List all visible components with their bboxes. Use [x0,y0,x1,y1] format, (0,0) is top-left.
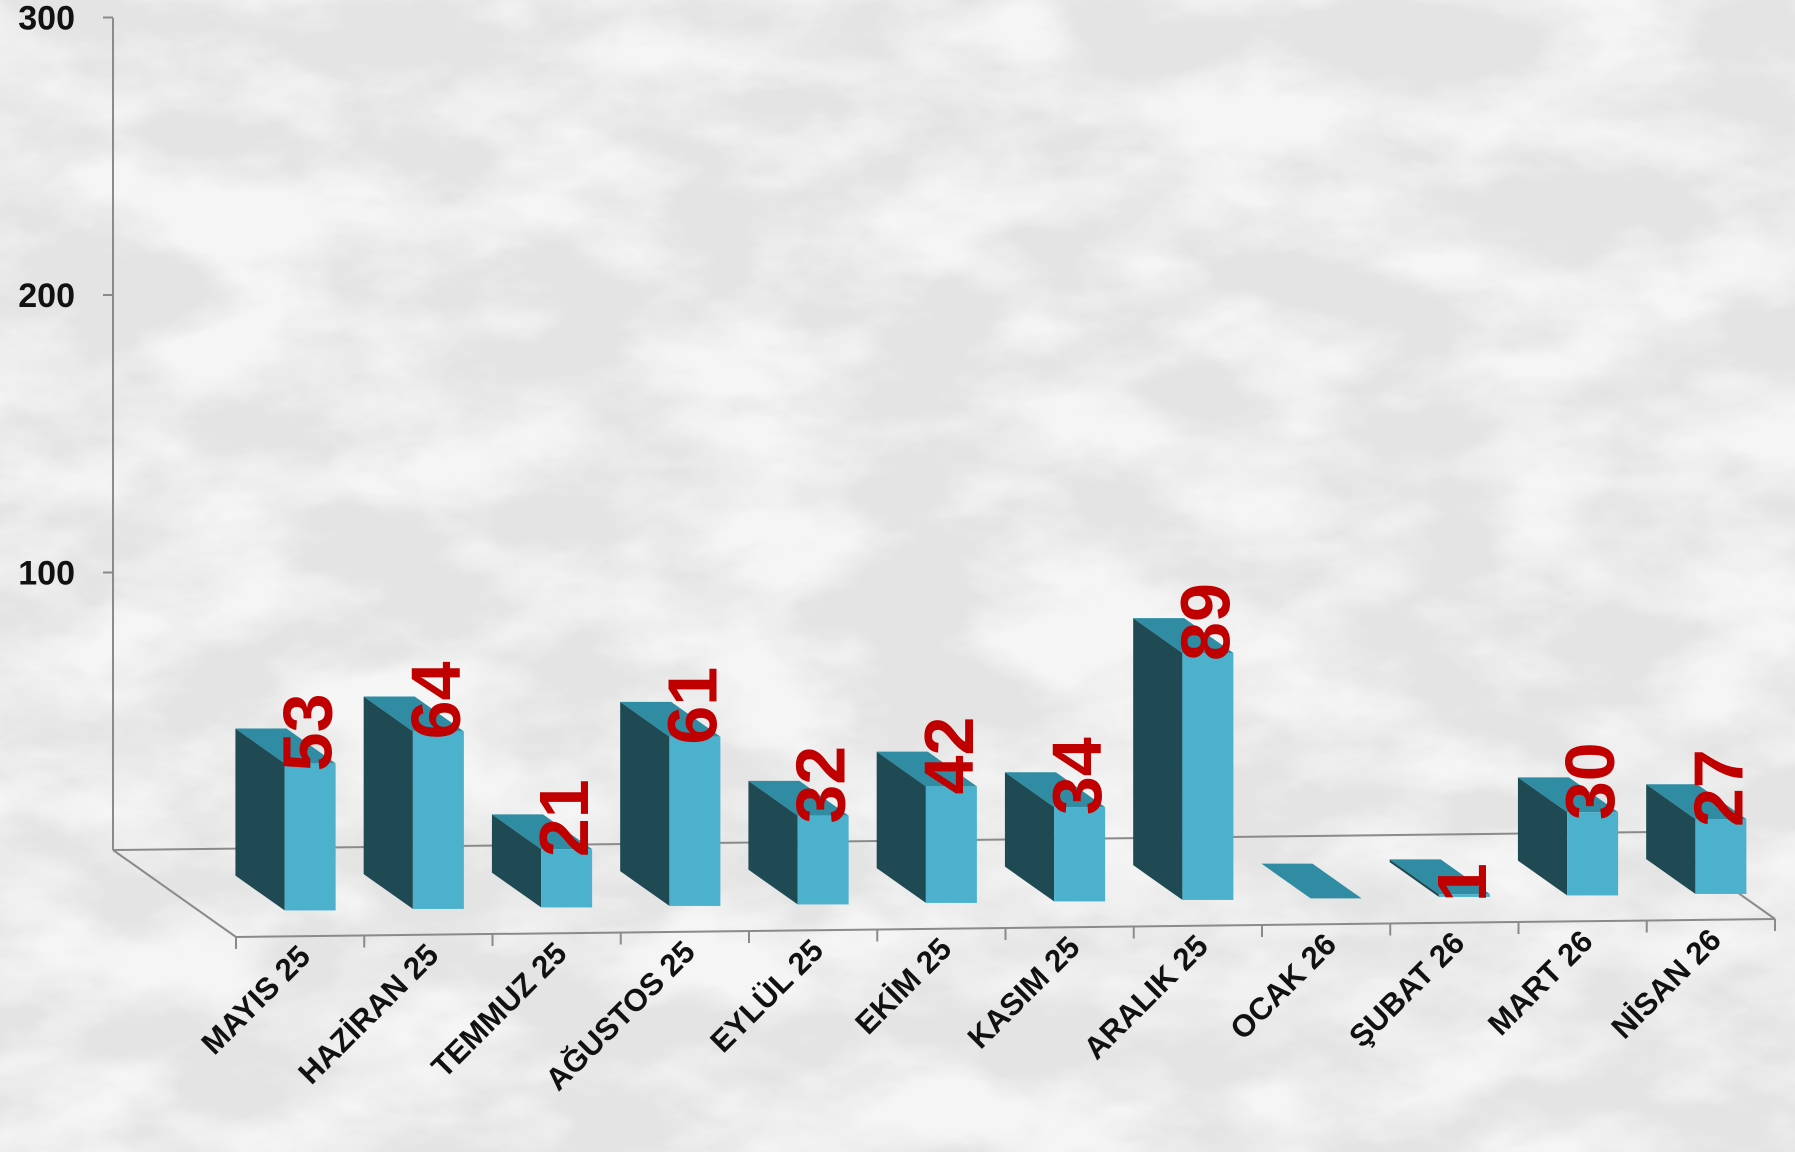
bar-top-face [1517,777,1619,813]
data-label: 32 [782,746,860,824]
bar [412,731,464,909]
bar-top-face [748,780,849,816]
data-label: 64 [397,661,475,739]
data-label: 34 [1038,737,1116,815]
bar-side-face [1517,777,1568,896]
bar-top-face [1389,859,1490,895]
y-tick-label: 300 [18,0,75,38]
bar-side-face [748,780,798,905]
bar-top-face [1004,772,1106,808]
bar-top-face [876,751,977,787]
floor-left-edge [112,849,237,938]
bar [1182,652,1234,900]
data-label: 1 [1423,863,1501,902]
bar-side-face [1646,784,1696,894]
data-label: 21 [525,779,603,857]
bar-side-face [1004,772,1055,902]
bar [797,815,849,905]
bar [1438,894,1490,897]
bar [1695,819,1747,894]
data-label: 30 [1551,742,1629,820]
bar-top-face [1133,618,1234,653]
bar [925,786,977,903]
bar-top-face [235,728,336,764]
bar-top-face [363,696,464,732]
bar-top-face [1646,784,1747,820]
bar [1054,807,1106,902]
bar-top-face [491,814,593,850]
bar-side-face [1133,618,1183,900]
bar [1567,812,1619,896]
data-label: 27 [1679,749,1757,827]
data-label: 53 [269,693,347,771]
bar-side-face [876,751,926,903]
data-label: 61 [653,667,731,745]
data-label: 89 [1166,583,1244,661]
bar [669,736,721,906]
bar-side-face [235,728,285,911]
bar [284,763,336,911]
bar-top-face [620,701,721,737]
bar-side-face [491,814,542,908]
y-tick-label: 200 [18,277,75,315]
bar-side-face [620,701,670,906]
data-label: 42 [910,717,988,795]
y-tick-label: 100 [18,555,75,593]
bar-top-face [1261,863,1362,899]
bar-side-face [363,696,413,909]
bar-side-face [1389,859,1439,897]
bar [541,849,593,908]
